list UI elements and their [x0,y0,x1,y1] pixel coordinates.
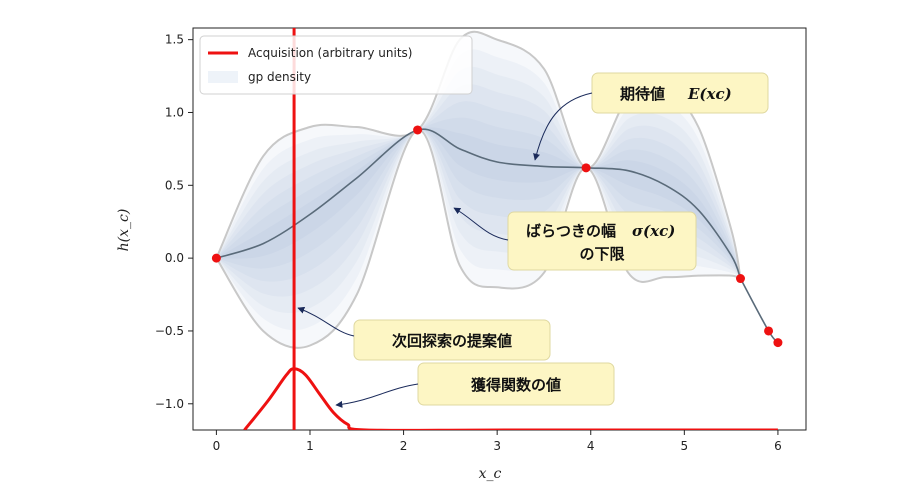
gp-upper-bound [215,30,742,279]
observation-point [581,163,591,173]
gp-lower-bound [215,129,741,349]
legend: Acquisition (arbitrary units) gp density [199,35,473,95]
y-axis: −1.0 −0.5 0.0 0.5 1.0 1.5 [155,33,193,411]
legend-box [199,35,473,95]
gp-bounds [215,30,742,349]
gp-density [216,31,741,348]
x-tick-label: 5 [681,439,689,453]
callout-next-arrow [297,306,355,337]
callout-acq-arrow [335,383,419,408]
x-tick-label: 4 [587,439,595,453]
x-axis-label: x_c [479,466,502,482]
callout-next-text: 次回探索の提案値 [392,332,512,350]
legend-swatch-density [208,71,238,83]
y-tick-label: −1.0 [155,397,184,411]
acquisition [243,367,778,430]
callout-spread-arrow [453,207,509,241]
callout-spread: ばらつきの幅 σ(xc) の下限 [453,207,697,271]
callout-acq-text: 獲得関数の値 [471,376,561,394]
legend-label-acquisition: Acquisition (arbitrary units) [248,46,412,60]
x-tick-label: 3 [493,439,501,453]
callout-next: 次回探索の提案値 [297,306,551,361]
x-tick-label: 6 [774,439,782,453]
callout-spread-text: ばらつきの幅 [526,222,616,240]
y-tick-label: 1.5 [165,33,184,47]
y-tick-label: −0.5 [155,324,184,338]
observation-point [413,125,423,135]
callout-mean: 期待値 E(xc) [533,72,769,161]
density-band-5 [216,66,741,314]
callout-acq: 獲得関数の値 [335,362,615,408]
density-band-2 [216,117,741,279]
acquisition-curve [243,367,778,430]
y-tick-label: 1.0 [165,105,184,119]
callout-mean-text: 期待値 [620,85,665,103]
observation-point [211,253,221,263]
density-band-3 [216,101,741,282]
gp-mean-line [216,128,742,279]
callout-spread-text2: の下限 [579,245,624,263]
callout-spread-box [507,211,697,271]
callout-mean-arrow [533,92,593,161]
callout-spread-math: σ(xc) [632,222,675,240]
observation-point [773,338,783,348]
callout-next-box [353,319,551,361]
x-tick-label: 0 [213,439,221,453]
callout-mean-math: E(xc) [687,85,732,103]
x-tick-label: 2 [400,439,408,453]
legend-label-density: gp density [248,70,311,84]
y-axis-label: h(x_c) [116,209,132,252]
density-band-4 [216,84,741,297]
x-tick-label: 1 [306,439,314,453]
observation-point [764,326,774,336]
y-tick-label: 0.0 [165,251,184,265]
x-axis: 0 1 2 3 4 5 6 [213,430,782,453]
density-band-6 [216,49,741,331]
y-tick-label: 0.5 [165,178,184,192]
observations [211,125,783,348]
density-band-1 [216,127,741,279]
callout-mean-box [591,72,769,114]
observation-point [735,274,745,284]
density-band-7 [216,31,741,348]
